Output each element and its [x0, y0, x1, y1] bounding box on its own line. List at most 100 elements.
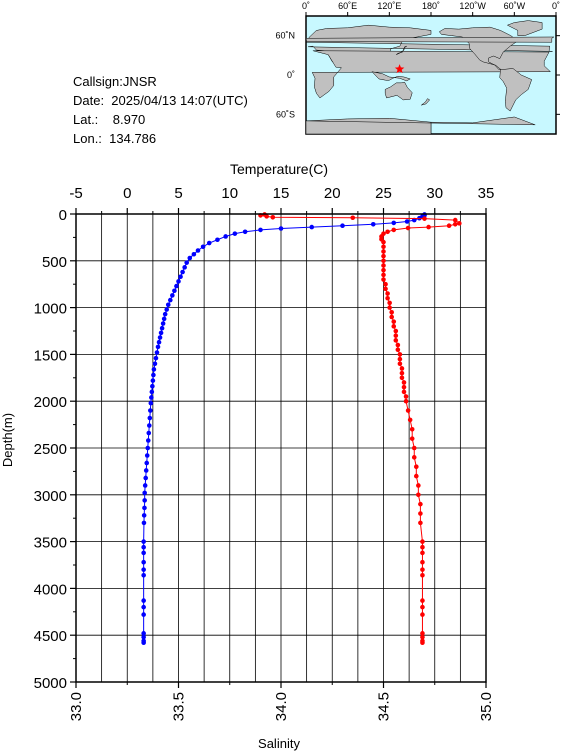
temperature-data-point [200, 244, 206, 250]
salinity-data-point [401, 384, 407, 390]
temperature-data-point [141, 513, 147, 518]
salinity-data-point [395, 347, 401, 353]
depth-tick-label: 2000 [34, 394, 67, 411]
salinity-data-point [452, 221, 458, 227]
date-label: Date: 2025/04/13 14:07(UTC) [73, 93, 248, 108]
land-mass [499, 68, 533, 112]
salinity-data-point [381, 272, 386, 278]
salinity-data-point [399, 375, 405, 381]
temperature-data-point [149, 395, 154, 400]
temperature-data-point [180, 269, 185, 275]
salinity-data-point [405, 408, 411, 413]
salinity-data-point [420, 572, 425, 578]
land-mass [371, 71, 411, 82]
temperature-data-point [258, 227, 263, 233]
temperature-tick-label: 5 [174, 185, 182, 202]
salinity-data-point [385, 229, 390, 235]
salinity-data-point [420, 604, 425, 610]
temperature-data-point [278, 226, 284, 231]
salinity-data-point [446, 223, 452, 228]
salinity-tick-label: 35.0 [478, 692, 495, 721]
salinity-data-point [420, 598, 425, 603]
map-longitude-ticks: 0˚ 60˚E 120˚E 180˚ 120˚W 60˚W 0˚ [302, 1, 560, 16]
salinity-data-point [401, 380, 407, 385]
salinity-data-point [405, 225, 411, 231]
temperature-data-point [151, 372, 156, 378]
salinity-data-point [381, 263, 386, 268]
depth-tick-label: 3000 [34, 488, 67, 505]
temperature-axis-ticks: -5 0 5 10 15 20 25 30 35 [69, 185, 494, 214]
salinity-data-point [403, 394, 409, 399]
station-star-icon [394, 64, 405, 74]
temperature-data-point [174, 283, 179, 289]
temperature-data-point [141, 544, 146, 550]
map-lon-label: 0˚ [552, 1, 560, 11]
salinity-data-point [381, 277, 386, 282]
salinity-data-point [418, 511, 423, 516]
salinity-data-point [426, 224, 431, 230]
map-lon-label: 0˚ [302, 1, 310, 11]
temperature-data-point [154, 350, 160, 355]
salinity-tick-label: 34.0 [273, 692, 290, 721]
land-mass [506, 20, 543, 36]
temperature-tick-label: 0 [123, 185, 131, 202]
temperature-data-point [309, 224, 315, 230]
salinity-data-point [387, 305, 392, 310]
salinity-data-point [407, 417, 413, 423]
latitude-label: Lat.: 8.970 [73, 112, 146, 127]
salinity-data-point [416, 483, 421, 488]
temperature-tick-label: 15 [273, 185, 290, 202]
chart-grid [75, 213, 487, 683]
temperature-data-point [147, 415, 153, 421]
depth-tick-label: 2500 [34, 441, 67, 458]
temperature-data-point [141, 634, 146, 640]
salinity-data-point [381, 253, 386, 259]
temperature-data-point [157, 335, 163, 340]
temperature-data-point [195, 248, 201, 253]
salinity-data-point [391, 324, 397, 329]
temperature-tick-label: 35 [478, 185, 495, 202]
temperature-data-point [141, 631, 146, 636]
depth-tick-label: 4500 [34, 628, 67, 645]
salinity-data-point [385, 291, 390, 296]
salinity-data-point [422, 216, 427, 221]
temperature-data-point [150, 378, 156, 383]
salinity-data-point [381, 244, 386, 250]
temperature-axis-label: Temperature(C) [230, 161, 328, 177]
map-lon-label: 60˚W [504, 1, 526, 11]
temperature-data-point [141, 598, 146, 603]
salinity-data-point [420, 567, 425, 572]
temperature-data-point [145, 438, 151, 443]
salinity-data-point [416, 492, 421, 498]
map-lon-label: 120˚W [459, 1, 486, 11]
temperature-data-point [215, 237, 220, 243]
temperature-data-point [162, 311, 168, 317]
salinity-data-point [391, 319, 397, 324]
temperature-data-point [146, 423, 152, 428]
temperature-data-point [141, 640, 146, 645]
temperature-data-point [172, 288, 177, 294]
salinity-data-point [452, 217, 458, 223]
depth-tick-label: 5000 [34, 675, 67, 692]
salinity-data-point [385, 295, 390, 301]
salinity-data-point [399, 370, 405, 376]
salinity-data-point [420, 544, 425, 550]
salinity-axis-label: Salinity [258, 736, 300, 751]
land-mass [311, 50, 552, 99]
salinity-data-point [264, 214, 269, 219]
temperature-data-point [152, 361, 158, 367]
land-mass [421, 98, 430, 106]
temperature-data-point [206, 240, 212, 246]
salinity-data-point [420, 559, 425, 565]
map-marker [394, 64, 405, 74]
salinity-data-point [393, 328, 399, 334]
temperature-data-point [148, 400, 154, 406]
depth-axis-ticks: 0 500 1000 1500 2000 2500 3000 3500 4000 4500 5000 [34, 207, 76, 692]
land-mass [384, 81, 413, 101]
temperature-data-point [184, 260, 189, 265]
salinity-data-point [397, 352, 403, 357]
land-mass [305, 116, 536, 135]
depth-tick-label: 1500 [34, 347, 67, 364]
salinity-data-point [350, 215, 356, 221]
